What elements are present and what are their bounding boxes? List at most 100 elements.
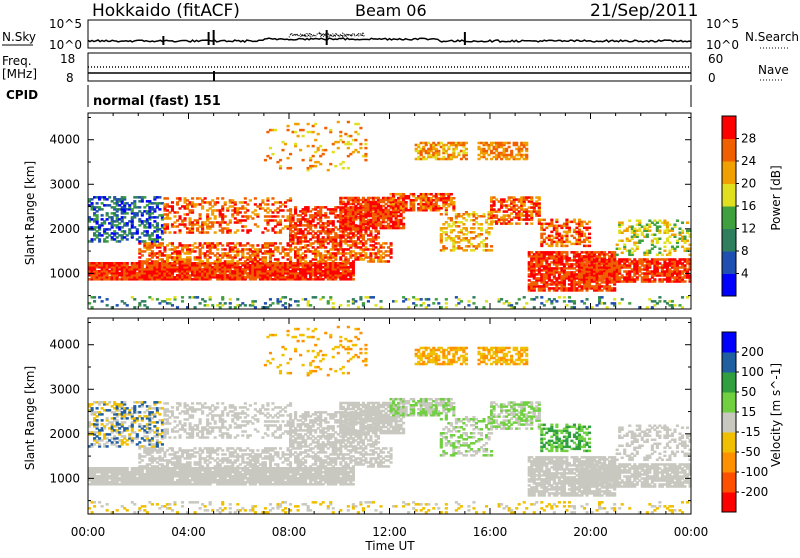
power-cell: [349, 143, 352, 146]
power-cell: [294, 131, 297, 134]
power-cell: [239, 211, 242, 214]
freq-tick-bottom: 8: [66, 71, 74, 85]
power-cell: [123, 216, 126, 219]
power-cell: [658, 225, 661, 228]
power-cell: [525, 142, 528, 145]
power-cell: [256, 213, 259, 216]
beam-title: Beam 06: [355, 1, 427, 20]
nave-tick-top: 60: [708, 52, 723, 66]
power-cell: [618, 248, 621, 251]
power-cell: [274, 129, 277, 132]
power-cell: [294, 206, 297, 209]
power-cell: [588, 241, 591, 244]
power-cell: [312, 131, 315, 134]
power-cell: [390, 256, 393, 259]
power-cell: [286, 129, 289, 132]
power-cell: [178, 215, 181, 218]
power-cell: [342, 161, 345, 164]
power-cell: [276, 246, 279, 249]
power-cell: [171, 201, 174, 204]
power-cell: [510, 150, 513, 153]
power-cell: [686, 221, 689, 224]
power-cell: [465, 158, 468, 161]
power-cell: [337, 147, 340, 150]
power-cell: [377, 236, 380, 239]
power-cell: [490, 245, 493, 248]
power-cell: [123, 196, 126, 199]
power-cell: [158, 196, 161, 199]
power-cell: [663, 250, 666, 253]
power-cell: [126, 262, 129, 265]
power-cell: [412, 193, 415, 196]
power-cell: [256, 244, 259, 247]
power-cell: [327, 169, 330, 172]
power-cell: [264, 159, 267, 162]
power-cell: [686, 240, 689, 243]
power-cell: [106, 240, 109, 243]
power-cell: [638, 219, 641, 222]
power-cell: [266, 203, 269, 206]
power-cell: [472, 227, 475, 230]
power-cell: [636, 233, 639, 236]
power-cell: [264, 256, 267, 259]
power-cell: [269, 147, 272, 150]
cpid-value: normal (fast) 151: [93, 94, 221, 109]
power-cell: [332, 151, 335, 154]
power-cell: [216, 201, 219, 204]
power-cell: [201, 260, 204, 263]
power-cell: [96, 214, 99, 217]
power-cell: [319, 163, 322, 166]
power-cell: [276, 258, 279, 261]
power-cell: [495, 214, 498, 217]
power-data: [88, 121, 692, 309]
power-cell: [266, 197, 269, 200]
power-cell: [337, 121, 340, 124]
power-cell: [146, 230, 149, 233]
power-cell: [307, 145, 310, 148]
power-cell: [616, 244, 619, 247]
power-cell: [123, 230, 126, 233]
power-cell: [143, 196, 146, 199]
power-cell: [384, 242, 387, 245]
power-cell: [274, 242, 277, 245]
power-cell: [683, 280, 686, 283]
power-cell: [246, 203, 249, 206]
power-cell: [658, 238, 661, 241]
power-cell: [616, 254, 619, 257]
power-cell: [482, 213, 485, 216]
power-cell: [189, 256, 192, 259]
power-cell: [673, 223, 676, 226]
nave-label: Nave: [758, 63, 789, 77]
power-cell: [166, 223, 169, 226]
power-cell: [490, 227, 493, 230]
freq-tick-top: 18: [60, 52, 75, 66]
power-cell: [538, 202, 541, 205]
cpid-label: CPID: [6, 88, 38, 102]
power-cell: [530, 196, 533, 199]
power-cell: [658, 229, 661, 232]
power-cell: [390, 242, 393, 245]
power-cell: [646, 233, 649, 236]
power-cell: [314, 123, 317, 126]
power-cell: [543, 219, 546, 222]
power-cell: [161, 238, 164, 241]
power-cell: [216, 197, 219, 200]
power-cell: [480, 223, 483, 226]
power-cell: [214, 231, 217, 234]
power-cell: [377, 230, 380, 233]
power-cell: [339, 135, 342, 138]
power-cell: [173, 215, 176, 218]
power-cell: [289, 167, 292, 170]
power-cell: [254, 197, 257, 200]
power-cell: [106, 212, 109, 215]
power-cell: [312, 155, 315, 158]
power-cell: [518, 222, 521, 225]
nsky-tick-top: 10^5: [49, 17, 82, 31]
power-cell: [374, 227, 377, 230]
power-cell: [221, 244, 224, 247]
power-cell: [329, 129, 332, 132]
power-cell: [266, 229, 269, 232]
nsky-line: [88, 38, 691, 42]
power-cell: [452, 201, 455, 204]
power-cell: [465, 249, 468, 252]
